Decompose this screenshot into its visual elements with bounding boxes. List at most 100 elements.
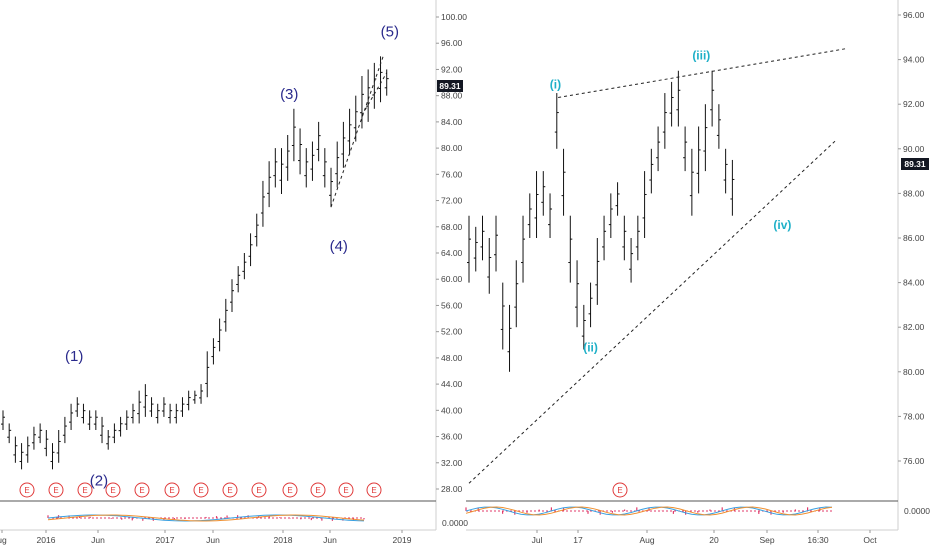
price-tick-label: 68.00 — [441, 222, 463, 232]
left-ohlc-bars — [1, 56, 389, 470]
earnings-marker — [48, 482, 64, 498]
price-tick-label: 56.00 — [441, 300, 463, 310]
time-tick-label: 17 — [573, 535, 583, 545]
earnings-marker — [105, 482, 121, 498]
elliott-wave-label: (i) — [550, 78, 561, 92]
earnings-marker-label: E — [371, 486, 376, 495]
price-tick-label: 60.00 — [441, 274, 463, 284]
price-tick-label: 80.00 — [441, 143, 463, 153]
elliott-wave-label: (1) — [65, 348, 83, 365]
elliott-wave-label: (ii) — [583, 341, 598, 355]
price-tick-label: 28.00 — [441, 484, 463, 494]
earnings-marker — [282, 482, 298, 498]
time-tick-label: 2017 — [156, 535, 175, 545]
right-trendlines — [468, 47, 848, 484]
right-price-axis: 76.00 78.00 80.00 82.00 84.00 86.00 88.00 90.00… — [898, 10, 925, 466]
time-tick-label: Jun — [323, 535, 337, 545]
earnings-marker-label: E — [287, 486, 292, 495]
price-tick-label: 92.00 — [441, 64, 463, 74]
time-tick-label: Jul — [532, 535, 543, 545]
price-tick-label: 92.00 — [903, 99, 925, 109]
elliott-wave-label: (3) — [280, 86, 298, 103]
price-tick-label: 80.00 — [903, 367, 925, 377]
dashed-trendline — [361, 72, 388, 116]
price-tick-label: 84.00 — [903, 278, 925, 288]
elliott-wave-label: (iii) — [692, 49, 710, 63]
price-tick-label: 96.00 — [441, 38, 463, 48]
earnings-marker — [310, 482, 326, 498]
time-tick-label: Oct — [863, 535, 877, 545]
left-wave-labels: (1) (2) (3) (4) (5) — [65, 24, 399, 490]
earnings-marker-label: E — [110, 486, 115, 495]
price-tick-label: 40.00 — [441, 405, 463, 415]
time-tick-label: 20 — [709, 535, 719, 545]
earnings-marker — [612, 482, 628, 498]
elliott-wave-label: (5) — [381, 24, 399, 41]
price-tick-label: 36.00 — [441, 432, 463, 442]
price-tick-label: 64.00 — [441, 248, 463, 258]
time-tick-label: Aug — [639, 535, 654, 545]
earnings-marker-label: E — [256, 486, 261, 495]
price-tick-label: 76.00 — [903, 456, 925, 466]
right-indicator-pane — [465, 506, 833, 516]
earnings-marker — [366, 482, 382, 498]
earnings-marker-label: E — [617, 486, 622, 495]
time-tick-label: 16:30 — [807, 535, 829, 545]
earnings-marker — [338, 482, 354, 498]
price-tick-label: 86.00 — [903, 233, 925, 243]
right-earnings-marker: E — [612, 482, 628, 498]
earnings-marker — [164, 482, 180, 498]
left-last-price-label: 89.31 — [437, 80, 463, 92]
elliott-wave-label: (iv) — [773, 218, 791, 232]
price-tick-label: 94.00 — [903, 55, 925, 65]
price-tick-label: 88.00 — [903, 188, 925, 198]
price-tick-label: 78.00 — [903, 411, 925, 421]
time-tick-label: 2018 — [274, 535, 293, 545]
right-wave-labels: (i) (ii) (iii) (iv) — [550, 49, 792, 355]
price-tick-label: 52.00 — [441, 327, 463, 337]
indicator-macd-line — [465, 506, 833, 516]
dashed-trendline — [468, 139, 837, 484]
indicator-signal-line — [465, 506, 833, 516]
earnings-marker — [19, 482, 35, 498]
earnings-marker — [77, 482, 93, 498]
price-tick-label: 100.00 — [441, 12, 467, 22]
right-daily-chart: 76.00 78.00 80.00 82.00 84.00 86.00 88.00 90.00… — [465, 0, 930, 545]
time-tick-label: ug — [0, 535, 7, 545]
price-tick-label: 84.00 — [441, 117, 463, 127]
left-indicator-pane — [47, 514, 365, 522]
price-tick-label: 96.00 — [903, 10, 925, 20]
earnings-marker-label: E — [53, 486, 58, 495]
left-indicator-zero-tick: 0.0000 — [442, 518, 468, 528]
time-tick-label: Jun — [91, 535, 105, 545]
earnings-marker — [193, 482, 209, 498]
left-weekly-chart: 28.00 32.00 36.00 40.00 44.00 48.00 52.00 56.00… — [0, 0, 468, 545]
right-last-price-text: 89.31 — [904, 159, 926, 169]
price-tick-label: 76.00 — [441, 169, 463, 179]
earnings-marker-label: E — [343, 486, 348, 495]
earnings-marker-label: E — [198, 486, 203, 495]
elliott-wave-label: (4) — [330, 238, 348, 255]
price-tick-label: 90.00 — [903, 144, 925, 154]
dashed-trendline — [330, 54, 385, 208]
right-indicator-zero-tick: 0.0000 — [904, 506, 930, 516]
earnings-marker-label: E — [24, 486, 29, 495]
time-tick-label: 2019 — [393, 535, 412, 545]
right-time-axis: Jul 17 Aug 20 Sep 16:30 Oct — [532, 530, 877, 545]
price-tick-label: 72.00 — [441, 196, 463, 206]
earnings-marker-label: E — [139, 486, 144, 495]
earnings-marker — [134, 482, 150, 498]
price-tick-label: 44.00 — [441, 379, 463, 389]
price-tick-label: 82.00 — [903, 322, 925, 332]
indicator-macd-line — [47, 514, 365, 522]
dashed-trendline — [558, 47, 848, 99]
price-tick-label: 48.00 — [441, 353, 463, 363]
earnings-marker-label: E — [82, 486, 87, 495]
left-time-axis: ug 2016 Jun 2017 Jun 2018 Jun 2019 — [0, 530, 412, 545]
left-price-axis: 28.00 32.00 36.00 40.00 44.00 48.00 52.00 56.00… — [436, 12, 467, 494]
left-trendlines — [330, 54, 388, 208]
left-last-price-text: 89.31 — [439, 81, 461, 91]
price-tick-label: 32.00 — [441, 458, 463, 468]
